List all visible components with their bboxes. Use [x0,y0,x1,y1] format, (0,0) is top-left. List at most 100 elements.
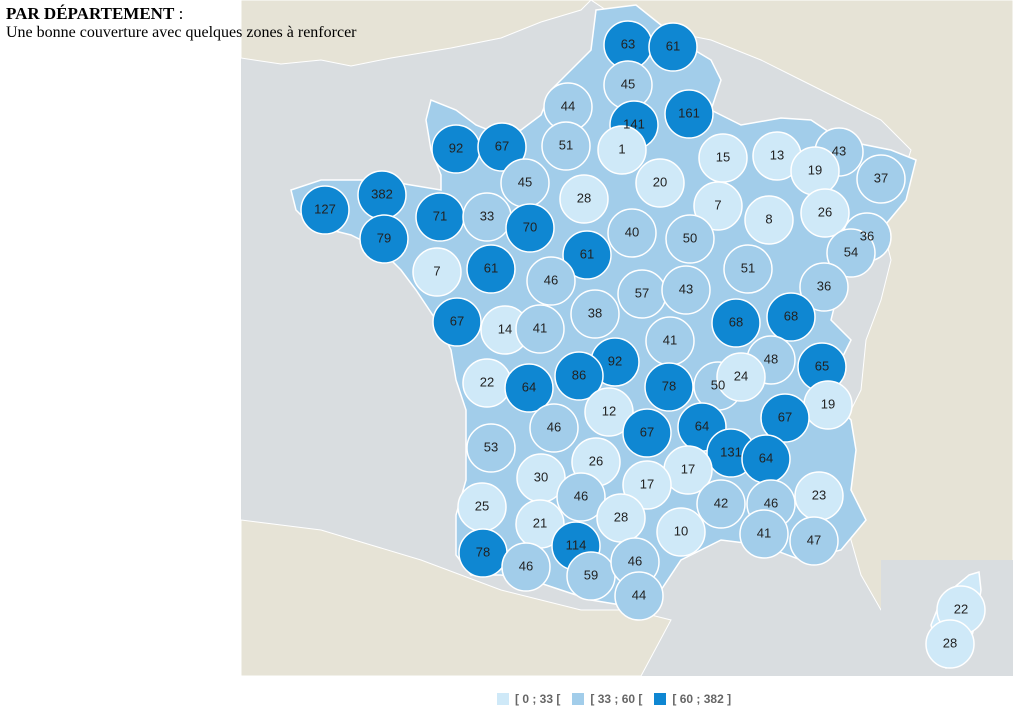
map-subtitle: Une bonne couverture avec quelques zones… [6,24,357,41]
department-value-label: 141 [623,116,645,131]
map-title: PAR DÉPARTEMENT : [6,4,184,23]
department-area [656,507,706,557]
department-area [760,393,810,443]
foreign-land-spain [241,519,672,676]
department-value-label: 25 [475,498,489,513]
legend: [ 0 ; 33 [ [ 33 ; 60 [ [ 60 ; 382 ] [497,692,731,706]
department-value-label: 50 [711,377,725,392]
department-value-label: 46 [764,495,778,510]
department-value-label: 12 [602,403,616,418]
department-value-label: 41 [663,332,677,347]
department-value-label: 19 [808,162,822,177]
department-value-label: 46 [519,558,533,573]
department-value-label: 38 [588,305,602,320]
department-area [584,387,634,437]
department-area [711,298,761,348]
department-area [505,203,555,253]
legend-item-high: [ 60 ; 382 ] [654,692,731,706]
department-area [597,125,647,175]
department-value-label: 68 [729,314,743,329]
department-value-label: 24 [734,368,748,383]
department-value-label: 127 [314,201,336,216]
department-value-label: 51 [741,260,755,275]
department-area [644,362,694,412]
department-value-label: 41 [757,525,771,540]
department-area [504,363,554,413]
department-value-label: 26 [818,204,832,219]
department-value-label: 61 [666,38,680,53]
department-value-label: 41 [533,320,547,335]
department-value-label: 67 [495,138,509,153]
department-value-label: 30 [534,469,548,484]
department-area [661,265,711,315]
department-area [693,181,743,231]
department-value-label: 45 [518,174,532,189]
department-area [562,230,612,280]
department-area [716,352,766,402]
department-area [477,122,527,172]
department-area [541,121,591,171]
department-value-label: 17 [681,461,695,476]
department-value-label: 382 [371,186,393,201]
department-area [570,289,620,339]
department-area [925,619,975,669]
department-value-label: 28 [577,190,591,205]
legend-swatch-mid [572,693,585,705]
department-value-label: 22 [954,601,968,616]
department-value-label: 71 [433,208,447,223]
department-value-label: 68 [784,308,798,323]
department-area [614,571,664,621]
department-value-label: 131 [720,444,742,459]
department-value-label: 20 [653,174,667,189]
department-area [665,214,715,264]
department-area [412,247,462,297]
legend-item-mid: [ 33 ; 60 [ [572,692,642,706]
department-value-label: 86 [572,367,586,382]
department-area [529,403,579,453]
department-area [432,297,482,347]
department-value-label: 26 [589,453,603,468]
department-area [826,228,876,278]
department-value-label: 92 [608,353,622,368]
legend-item-low: [ 0 ; 33 [ [497,692,560,706]
department-value-label: 44 [561,98,575,113]
department-value-label: 46 [544,272,558,287]
department-value-label: 7 [714,197,721,212]
department-value-label: 28 [943,635,957,650]
department-value-label: 63 [621,36,635,51]
department-area [526,256,576,306]
department-value-label: 23 [812,487,826,502]
department-value-label: 46 [547,419,561,434]
department-value-label: 161 [678,105,700,120]
department-area [789,516,839,566]
department-value-label: 13 [770,147,784,162]
department-area [466,423,516,473]
department-value-label: 61 [484,260,498,275]
department-value-label: 92 [449,140,463,155]
department-value-label: 65 [815,358,829,373]
department-value-label: 43 [832,143,846,158]
department-value-label: 64 [759,450,773,465]
department-value-label: 114 [566,537,587,552]
department-area [799,262,849,312]
legend-swatch-low [497,693,509,705]
department-value-label: 78 [662,378,676,393]
department-value-label: 43 [679,281,693,296]
department-area [359,214,409,264]
department-value-label: 37 [874,170,888,185]
department-value-label: 67 [778,409,792,424]
department-value-label: 1 [618,141,625,156]
department-value-label: 54 [844,244,858,259]
department-value-label: 33 [480,208,494,223]
department-value-label: 78 [476,544,490,559]
france-map: 63 61 45 44 141 161 92 67 51 1 15 13 43 127 382 45 20 19 3… [241,0,1013,676]
department-area [300,185,350,235]
department-area [622,460,672,510]
department-value-label: 21 [533,515,547,530]
department-area [501,542,551,592]
department-area [739,509,789,559]
legend-swatch-high [654,693,667,705]
department-area [554,351,604,401]
department-area [556,472,606,522]
department-value-label: 44 [632,587,646,602]
